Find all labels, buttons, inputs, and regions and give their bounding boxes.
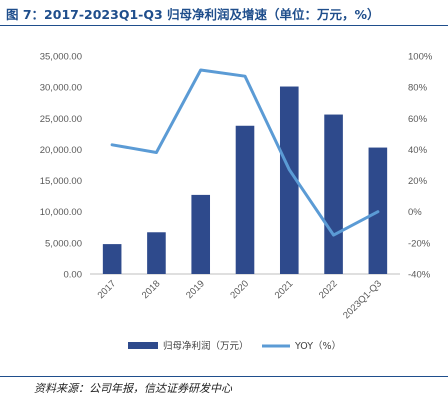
bar-series	[102, 86, 388, 275]
x-tick-label: 2017	[96, 278, 119, 301]
line-series	[110, 68, 380, 237]
y-left-tick-label: 0.00	[64, 270, 83, 281]
y-right-tick-label: 0%	[408, 207, 422, 218]
yoy-line	[110, 68, 380, 237]
chart-axes: 0.00 5,000.00 10,000.00 15,000.00 20,000.00 2…	[40, 52, 433, 281]
x-tick-label: 2020	[228, 278, 251, 301]
bar	[235, 125, 255, 274]
x-tick-label: 2018	[140, 278, 163, 301]
y-left-tick-label: 10,000.00	[40, 207, 82, 218]
bar	[279, 86, 299, 275]
legend-line-label: YOY（%）	[294, 340, 341, 352]
y-left-tick-label: 15,000.00	[40, 176, 82, 187]
y-left-tick-label: 25,000.00	[40, 114, 82, 125]
y-right-tick-label: 60%	[408, 114, 428, 125]
y-right-tick-label: 20%	[408, 176, 428, 187]
y-left-tick-label: 35,000.00	[40, 52, 82, 63]
x-tick-label: 2021	[273, 278, 296, 301]
bar	[147, 232, 166, 274]
y-right-tick-label: -40%	[408, 270, 431, 281]
bar	[191, 194, 211, 274]
x-tick-label: 2019	[184, 278, 207, 301]
y-left-tick-label: 20,000.00	[40, 145, 82, 156]
y-right-tick-label: -20%	[408, 238, 431, 249]
x-tick-label: 2023Q1-Q3	[341, 278, 384, 321]
y-right-tick-label: 80%	[408, 83, 428, 94]
y-right-tick-label: 40%	[408, 145, 428, 156]
footer-divider	[0, 376, 448, 377]
x-axis-ticks: 2017 2018 2019 2020 2021 2022 2023Q1-Q3	[96, 278, 384, 321]
y-left-tick-label: 30,000.00	[40, 83, 82, 94]
y-left-tick-label: 5,000.00	[45, 238, 82, 249]
legend: 归母净利润（万元） YOY（%）	[128, 340, 341, 352]
bar	[102, 244, 122, 274]
figure-title: 图 7：2017-2023Q1-Q3 归母净利润及增速（单位：万元，%）	[6, 7, 380, 22]
x-tick-label: 2022	[317, 278, 340, 301]
bar	[324, 114, 343, 274]
source-note: 资料来源：公司年报，信达证券研发中心	[34, 382, 232, 395]
legend-bar-label: 归母净利润（万元）	[163, 340, 249, 352]
title-divider	[0, 25, 448, 26]
y-right-tick-label: 100%	[408, 52, 433, 63]
legend-bar-swatch	[128, 342, 158, 349]
